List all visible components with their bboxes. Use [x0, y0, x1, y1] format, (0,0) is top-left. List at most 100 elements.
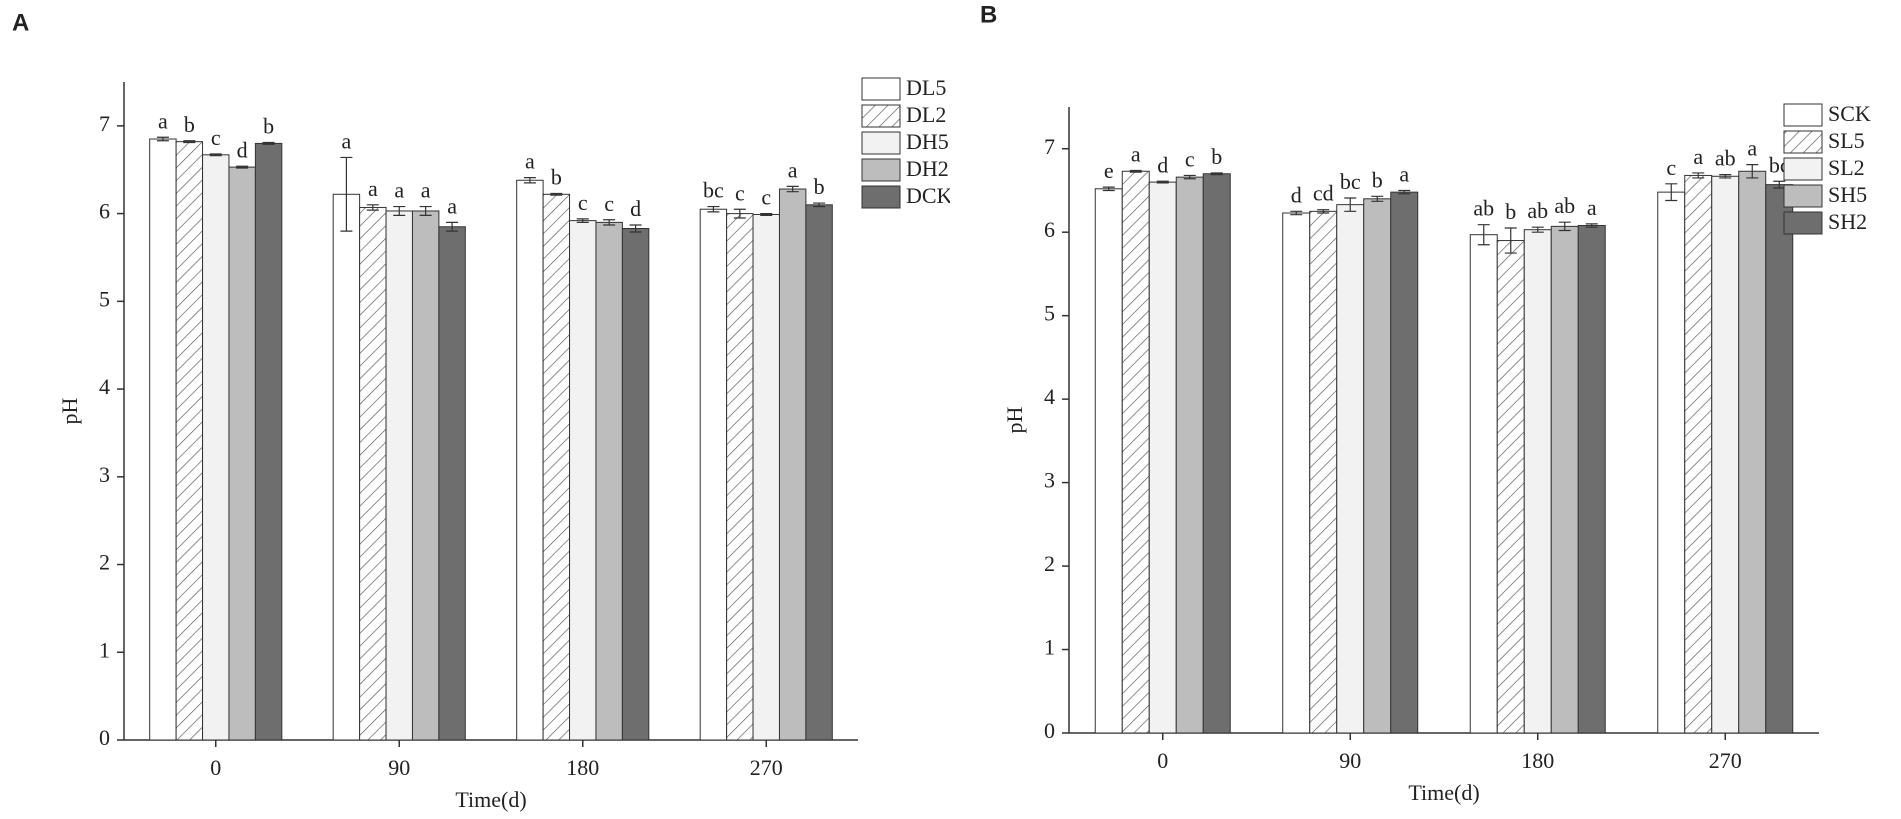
error-bar [1371, 195, 1384, 202]
legend-swatch [861, 104, 901, 128]
error-bar [1317, 209, 1330, 214]
bar [1684, 174, 1713, 734]
legend-swatch [1783, 103, 1823, 127]
legend-swatch [1783, 211, 1823, 235]
error-bar [1477, 224, 1490, 246]
y-tick-label: 7 [99, 111, 110, 136]
legend-label: DH5 [906, 129, 949, 154]
value-label: b [814, 174, 825, 199]
error-bar [1692, 172, 1705, 179]
bar [1390, 191, 1419, 734]
value-label: ab [1473, 196, 1494, 221]
y-tick-label: 3 [1044, 468, 1055, 493]
bar [569, 220, 597, 741]
bar [542, 193, 571, 741]
y-tick-label: 2 [99, 550, 110, 575]
error-bar [576, 218, 589, 223]
x-tick-label: 90 [1339, 748, 1361, 773]
x-tick-label: 0 [210, 755, 221, 780]
error-bar [446, 221, 459, 232]
legend-swatch [1783, 157, 1823, 181]
x-tick-label: 0 [1157, 748, 1168, 773]
x-tick-label: 90 [388, 755, 410, 780]
value-label: ab [1554, 193, 1575, 218]
x-tick-label: 270 [750, 755, 783, 780]
bar [385, 210, 413, 741]
value-label: b [1211, 144, 1222, 169]
x-tick-label: 270 [1709, 748, 1742, 773]
value-label: c [578, 190, 588, 215]
error-bar [419, 205, 432, 216]
bar [1523, 229, 1552, 734]
y-tick-label: 1 [99, 637, 110, 662]
value-label: a [368, 176, 378, 201]
legend-swatch [861, 158, 901, 182]
value-label: ab [1527, 198, 1548, 223]
legend-label: SH2 [1828, 209, 1867, 234]
value-label: d [1157, 152, 1168, 177]
error-bar [1210, 172, 1223, 176]
y-tick-label: 0 [99, 725, 110, 750]
y-tick-label: 3 [99, 462, 110, 487]
bar [202, 154, 230, 741]
legend-swatch [1783, 130, 1823, 154]
value-label: a [421, 178, 431, 203]
bar [411, 210, 440, 741]
legend-label: SL5 [1828, 128, 1865, 153]
y-tick-label: 6 [99, 199, 110, 224]
bar [1765, 184, 1794, 734]
x-axis-label: Time(d) [1408, 780, 1479, 805]
error-bar [156, 136, 169, 142]
value-label: d [1291, 182, 1302, 207]
bar [1738, 170, 1767, 734]
legend-label: DCK [906, 183, 950, 208]
value-label: c [604, 191, 614, 216]
error-bar [603, 219, 616, 226]
bar [778, 188, 807, 741]
error-bar [1504, 227, 1517, 254]
value-label: e [1104, 158, 1114, 183]
bar [359, 206, 387, 741]
bar [595, 221, 623, 741]
legend-swatch [1783, 184, 1823, 208]
value-label: cd [1313, 181, 1334, 206]
value-label: a [1399, 162, 1409, 187]
error-bar [733, 208, 746, 219]
legend-label: DL5 [906, 75, 946, 100]
y-tick-label: 2 [1044, 551, 1055, 576]
value-label: a [1747, 136, 1757, 161]
legend-label: SCK [1828, 101, 1871, 126]
panel-label: B [980, 1, 997, 28]
y-tick-label: 5 [1044, 301, 1055, 326]
error-bar [1290, 210, 1303, 216]
legend-label: SH5 [1828, 182, 1867, 207]
value-label: b [1372, 167, 1383, 192]
error-bar [629, 224, 642, 233]
error-bar [209, 153, 222, 157]
y-tick-label: 6 [1044, 217, 1055, 242]
error-bar [813, 202, 826, 208]
bar [438, 226, 466, 741]
bar [149, 138, 177, 741]
error-bar [1344, 197, 1357, 212]
legend-swatch [861, 185, 901, 209]
bar [1363, 198, 1392, 734]
error-bar [1183, 174, 1196, 180]
bar [699, 208, 728, 741]
bar [1175, 176, 1204, 734]
bar [1309, 210, 1338, 734]
legend-label: SL2 [1828, 155, 1865, 180]
error-bar [760, 213, 773, 216]
bar [1657, 191, 1686, 734]
value-label: a [394, 178, 404, 203]
error-bar [1129, 169, 1142, 173]
value-label: b [551, 164, 562, 189]
value-label: c [1185, 146, 1195, 171]
error-bar [236, 165, 249, 169]
error-bar [786, 185, 799, 193]
x-tick-label: 180 [1521, 748, 1554, 773]
bar [516, 179, 544, 741]
bar [621, 228, 650, 741]
bar [1496, 240, 1525, 734]
